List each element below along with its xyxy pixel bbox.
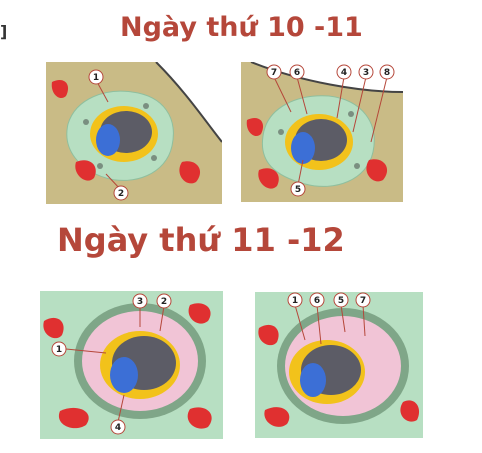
embryo-diagram-1: 1 2 — [51, 62, 222, 201]
label-line — [336, 76, 345, 119]
label-text: 6 — [294, 68, 300, 78]
corner-mark: ] — [0, 22, 8, 41]
label-4: 4 — [110, 394, 126, 435]
embryo-diagram-2: 7 6 4 3 8 5 — [246, 62, 403, 197]
label-marker — [355, 292, 371, 308]
label-line — [294, 304, 306, 341]
label-marker — [358, 64, 374, 80]
label-text: 3 — [137, 297, 143, 307]
label-1: 1 — [51, 341, 107, 357]
uterine-lumen — [156, 62, 222, 142]
label-5: 5 — [290, 159, 306, 197]
label-line — [65, 348, 107, 354]
label-text: 6 — [314, 296, 320, 306]
blood-lake — [187, 407, 212, 429]
panel-day10-right: 7 6 4 3 8 5 — [241, 62, 403, 202]
label-6: 6 — [309, 292, 325, 345]
embryo-diagram-3: 3 2 1 4 — [43, 293, 212, 435]
blood-lake — [75, 160, 96, 181]
label-marker — [336, 64, 352, 80]
blood-lake — [366, 159, 388, 182]
cell-dot — [348, 111, 354, 117]
label-marker — [287, 292, 303, 308]
cell-dot — [143, 103, 149, 109]
label-line — [297, 159, 304, 186]
label-marker — [333, 292, 349, 308]
label-6: 6 — [289, 64, 308, 115]
embryonic-disc — [96, 124, 120, 156]
blood-lake — [179, 161, 201, 184]
heading-day-11-12: Ngày thứ 11 -12 — [57, 221, 345, 259]
label-marker — [266, 64, 282, 80]
embryonic-disc — [110, 357, 138, 393]
label-5: 5 — [333, 292, 349, 333]
label-marker — [132, 293, 148, 309]
blood-lake — [258, 168, 279, 189]
blood-lake — [43, 317, 64, 339]
cell-dot — [83, 119, 89, 125]
label-text: 1 — [56, 345, 62, 355]
embryonic-disc — [291, 132, 315, 164]
label-line — [352, 76, 367, 133]
panel-day11-right: 1 6 5 7 — [255, 292, 423, 438]
blood-lake — [51, 79, 69, 99]
label-line — [370, 76, 388, 143]
label-line — [296, 76, 308, 115]
label-marker — [309, 292, 325, 308]
label-marker — [113, 185, 129, 201]
label-line — [362, 304, 366, 337]
label-3: 3 — [132, 293, 148, 327]
label-marker — [156, 293, 172, 309]
cell-dot — [354, 163, 360, 169]
label-line — [273, 76, 292, 113]
label-8: 8 — [370, 64, 395, 143]
blood-lake — [258, 324, 279, 346]
label-text: 2 — [161, 297, 167, 307]
label-line — [117, 394, 125, 423]
label-marker — [289, 64, 305, 80]
panel-day11-left: 3 2 1 4 — [40, 291, 223, 439]
blood-lake — [400, 400, 420, 422]
label-line — [159, 305, 165, 332]
label-text: 4 — [341, 68, 347, 78]
label-text: 7 — [271, 68, 277, 78]
label-line — [340, 304, 346, 333]
label-marker — [379, 64, 395, 80]
label-marker — [88, 69, 104, 85]
label-line — [316, 304, 322, 345]
blood-lake — [246, 117, 264, 137]
label-2: 2 — [156, 293, 172, 332]
blood-lake — [188, 303, 211, 324]
label-text: 8 — [384, 68, 390, 78]
label-text: 5 — [338, 296, 344, 306]
label-3: 3 — [352, 64, 374, 133]
label-7: 7 — [355, 292, 371, 337]
embryo-diagram-4: 1 6 5 7 — [258, 292, 420, 427]
label-text: 1 — [292, 296, 298, 306]
label-marker — [51, 341, 67, 357]
embryonic-disc — [300, 363, 326, 397]
label-7: 7 — [266, 64, 292, 113]
label-text: 5 — [295, 185, 301, 195]
label-text: 1 — [93, 73, 99, 83]
label-text: 7 — [360, 296, 366, 306]
cell-dot — [151, 155, 157, 161]
label-text: 4 — [115, 423, 121, 433]
label-text: 3 — [363, 68, 369, 78]
heading-day-10-11: Ngày thứ 10 -11 — [120, 12, 363, 43]
label-text: 2 — [118, 189, 124, 199]
blood-lake — [58, 407, 89, 429]
panel-day10-left: 1 2 — [46, 62, 222, 204]
label-4: 4 — [336, 64, 352, 119]
blood-lake — [264, 407, 290, 427]
epithelium — [155, 62, 222, 143]
cell-dot — [97, 163, 103, 169]
label-marker — [110, 419, 126, 435]
cell-dot — [278, 129, 284, 135]
label-1: 1 — [287, 292, 306, 341]
label-marker — [290, 181, 306, 197]
